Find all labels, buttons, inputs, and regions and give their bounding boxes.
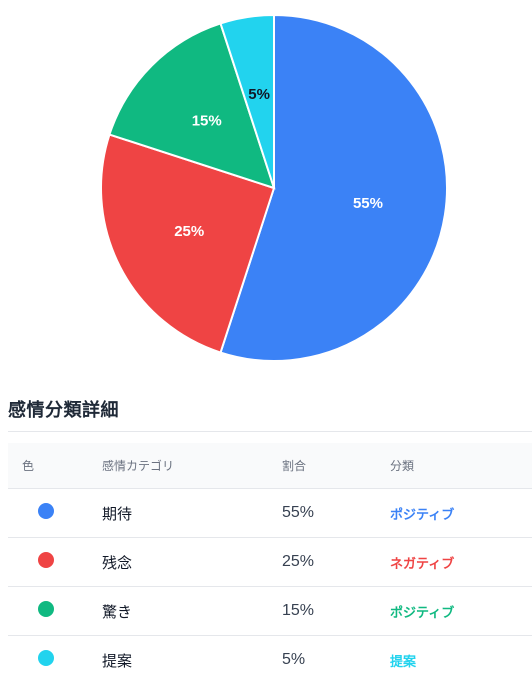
row-classification: ネガティブ xyxy=(390,556,455,572)
table-row: 驚き 15% ポジティブ xyxy=(8,587,532,636)
section-divider xyxy=(8,431,532,432)
pie-slice-label: 15% xyxy=(192,113,222,130)
row-ratio: 25% xyxy=(282,553,315,570)
section-title: 感情分類詳細 xyxy=(8,400,119,421)
pie-slice-1 xyxy=(219,13,448,362)
row-category: 驚き xyxy=(102,602,133,621)
row-color-cell xyxy=(8,601,96,621)
color-dot xyxy=(38,601,54,617)
row-category: 期待 xyxy=(102,504,133,523)
row-ratio: 15% xyxy=(282,602,315,619)
color-dot xyxy=(38,552,54,568)
pie-slice-label: 25% xyxy=(174,223,204,240)
row-category: 提案 xyxy=(102,651,133,670)
header-color: 色 xyxy=(22,459,35,473)
table-row: 期待 55% ポジティブ xyxy=(8,489,532,538)
row-ratio: 5% xyxy=(282,651,306,668)
color-dot xyxy=(38,650,54,666)
row-classification: ポジティブ xyxy=(390,507,455,523)
row-color-cell xyxy=(8,650,96,670)
row-ratio: 55% xyxy=(282,504,315,521)
row-category: 残念 xyxy=(102,553,133,572)
row-color-cell xyxy=(8,503,96,523)
row-color-cell xyxy=(8,552,96,572)
pie-labels: 55% 25% 15% 5% xyxy=(174,86,383,240)
header-ratio: 割合 xyxy=(282,459,307,473)
row-classification: 提案 xyxy=(390,654,417,670)
table-row: 提案 5% 提案 xyxy=(8,636,532,682)
pie-chart: 55% 25% 15% 5% xyxy=(100,13,448,362)
emotion-table: 色 感情カテゴリ 割合 分類 期待 55% ポジティブ 残念 25% ネガティブ xyxy=(8,443,532,682)
pie-slice-label: 5% xyxy=(248,86,270,103)
pie-slice-4 xyxy=(219,13,275,189)
table-row: 残念 25% ネガティブ xyxy=(8,538,532,587)
row-classification: ポジティブ xyxy=(390,605,455,621)
header-category: 感情カテゴリ xyxy=(102,459,175,473)
pie-slice-2 xyxy=(100,133,276,354)
pie-slice-label: 55% xyxy=(353,195,383,212)
pie-slices xyxy=(100,13,448,362)
table-header: 色 感情カテゴリ 割合 分類 xyxy=(8,443,532,489)
color-dot xyxy=(38,503,54,519)
header-classification: 分類 xyxy=(390,459,415,473)
